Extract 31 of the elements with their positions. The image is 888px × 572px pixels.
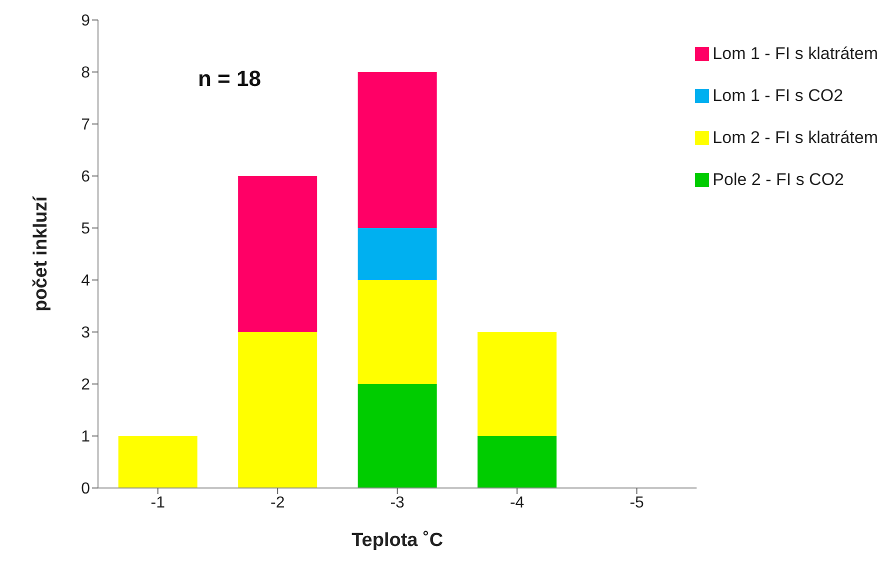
bar bbox=[238, 332, 318, 488]
x-tick-label: -1 bbox=[150, 494, 166, 512]
bar bbox=[358, 228, 437, 280]
bar bbox=[478, 332, 557, 436]
legend-label: Lom 2 - FI s klatrátem bbox=[712, 127, 878, 149]
legend-label: Pole 2 - FI s CO2 bbox=[712, 169, 845, 191]
y-tick-label: 2 bbox=[81, 376, 90, 394]
x-tick-label: -5 bbox=[630, 494, 644, 512]
x-axis-title: Teplota ˚C bbox=[352, 530, 444, 551]
bar bbox=[478, 436, 557, 488]
y-tick-label: 0 bbox=[81, 480, 90, 498]
legend-label: Lom 1 - FI s CO2 bbox=[712, 85, 844, 107]
x-tick-label: -3 bbox=[390, 494, 405, 512]
y-tick-label: 7 bbox=[81, 116, 90, 134]
bar bbox=[358, 384, 437, 488]
annotation: n = 18 bbox=[198, 66, 261, 92]
y-tick-label: 1 bbox=[81, 428, 90, 446]
y-tick-label: 5 bbox=[81, 220, 90, 238]
y-tick-label: 9 bbox=[81, 12, 90, 30]
y-tick-label: 8 bbox=[81, 64, 90, 82]
y-tick-label: 6 bbox=[81, 168, 90, 186]
x-tick-label: -4 bbox=[510, 494, 524, 512]
bar bbox=[358, 280, 437, 384]
y-tick-label: 4 bbox=[81, 272, 90, 290]
bar bbox=[358, 72, 437, 228]
bar bbox=[238, 176, 318, 332]
legend-label: Lom 1 - FI s klatrátem bbox=[712, 43, 878, 65]
bar bbox=[118, 436, 198, 488]
y-axis-title: počet inkluzí bbox=[30, 196, 52, 312]
x-tick-label: -2 bbox=[270, 494, 285, 512]
y-tick-label: 3 bbox=[81, 324, 90, 342]
